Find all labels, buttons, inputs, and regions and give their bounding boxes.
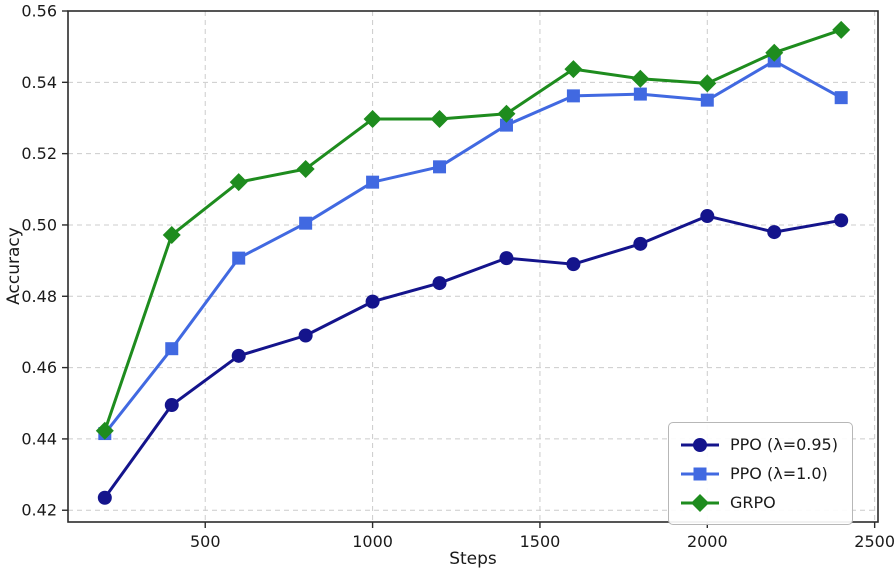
y-tick-label: 0.44: [21, 429, 57, 448]
data-point-marker: [296, 159, 315, 178]
legend-label: PPO (λ=0.95): [730, 435, 838, 454]
legend-entry: GRPO: [679, 488, 838, 517]
y-tick-label: 0.52: [21, 144, 57, 163]
data-point-marker: [566, 257, 581, 272]
data-point-marker: [834, 91, 848, 105]
legend-entry: PPO (λ=0.95): [679, 430, 838, 459]
y-axis-title: Accuracy: [4, 227, 24, 305]
x-tick-label: 1500: [520, 532, 561, 551]
y-tick-label: 0.54: [21, 73, 57, 92]
legend-marker-square-icon: [681, 467, 719, 480]
x-tick-label: 500: [190, 532, 221, 551]
data-point-marker: [691, 493, 709, 512]
series-ppo-1-0-: [98, 54, 848, 441]
data-point-marker: [693, 437, 707, 452]
y-tick-label: 0.48: [21, 287, 57, 306]
data-point-marker: [299, 216, 313, 230]
data-point-marker: [698, 74, 717, 93]
data-point-marker: [231, 348, 246, 363]
data-point-marker: [700, 209, 715, 224]
series-line: [103, 28, 842, 432]
data-point-marker: [164, 398, 179, 413]
data-point-marker: [633, 87, 647, 101]
legend-entry: PPO (λ=1.0): [679, 459, 838, 488]
plot-frame: [67, 10, 879, 523]
data-point-marker: [229, 173, 248, 192]
data-point-marker: [162, 225, 181, 244]
data-point-marker: [298, 328, 313, 343]
series-line: [103, 214, 842, 499]
x-axis-title: Steps: [449, 549, 497, 569]
axes-layer: 0.42 0.44 0.46 0.48 0.50 0.52 0.54 0.56 500 1000 1…: [21, 2, 894, 552]
legend: PPO (λ=0.95) PPO (λ=1.0) GRPO: [668, 422, 853, 525]
data-point-marker: [834, 213, 849, 228]
data-point-marker: [499, 251, 514, 266]
data-point-marker: [566, 89, 580, 103]
y-tick-label: 0.50: [21, 215, 57, 234]
legend-marker-diamond-icon: [681, 493, 719, 512]
data-point-marker: [363, 110, 382, 129]
data-point-marker: [165, 342, 179, 356]
y-tick-label: 0.46: [21, 358, 57, 377]
data-point-marker: [693, 467, 707, 480]
data-point-marker: [765, 43, 784, 62]
series-grpo: [95, 20, 851, 440]
x-tick-label: 1000: [352, 532, 393, 551]
data-point-marker: [366, 175, 380, 189]
series-ppo-0-95-: [97, 209, 849, 505]
data-point-marker: [365, 294, 380, 309]
data-point-marker: [767, 225, 782, 240]
data-point-marker: [700, 93, 714, 107]
y-tick-label: 0.42: [21, 501, 57, 520]
data-point-marker: [232, 251, 246, 265]
series-line: [103, 59, 842, 435]
data-point-marker: [832, 20, 851, 39]
data-point-marker: [499, 118, 513, 132]
data-point-marker: [97, 490, 112, 505]
data-point-marker: [432, 276, 447, 291]
data-point-marker: [430, 110, 449, 129]
data-point-marker: [497, 104, 516, 123]
y-tick-label: 0.56: [21, 2, 57, 21]
data-point-marker: [633, 236, 648, 251]
data-point-marker: [564, 60, 583, 79]
x-tick-label: 2500: [854, 532, 894, 551]
data-point-marker: [433, 160, 447, 174]
data-point-marker: [95, 421, 114, 440]
legend-marker-circle-icon: [681, 437, 719, 452]
series-layer: [95, 20, 851, 505]
legend-label: PPO (λ=1.0): [730, 464, 828, 483]
x-tick-label: 2000: [687, 532, 728, 551]
data-point-marker: [631, 69, 650, 88]
legend-label: GRPO: [730, 493, 776, 512]
